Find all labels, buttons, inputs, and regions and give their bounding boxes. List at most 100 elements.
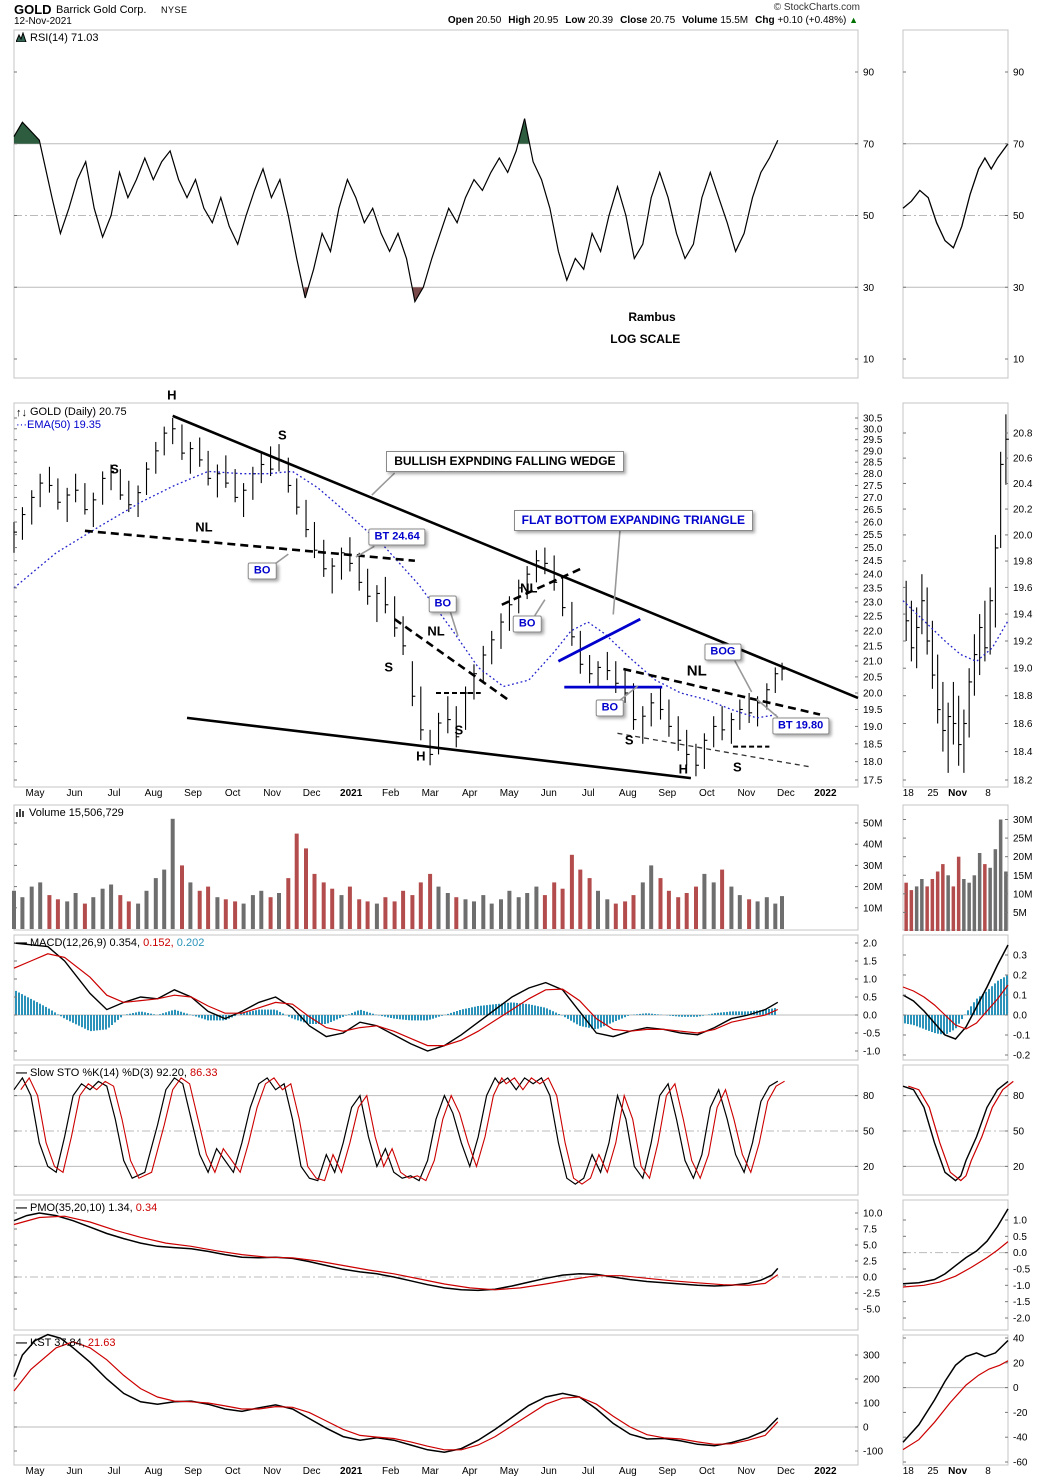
axis-tick-label: 23.0 [863, 597, 883, 608]
axis-tick-label: 18.5 [863, 739, 883, 750]
macd-value-3: 0.202 [176, 937, 205, 949]
axis-tick-label: 50 [1013, 211, 1025, 222]
axis-tick-label: 30.0 [863, 424, 883, 435]
volume-value: 15.5M [720, 15, 749, 26]
line-icon: — [16, 1202, 27, 1214]
exchange: NYSE [161, 5, 188, 15]
macd-panel-label: — MACD(12,26,9) 0.354, 0.152, 0.202 [16, 937, 204, 949]
axis-tick-label: 19.8 [1013, 557, 1033, 568]
pmo-panel-label: — PMO(35,20,10) 1.34, 0.34 [16, 1202, 157, 1214]
pmo-value-1: PMO(35,20,10) 1.34, [30, 1202, 133, 1214]
axis-tick-label: 30 [863, 283, 875, 294]
axis-tick-label: 18.0 [863, 757, 883, 768]
axis-tick-label: 22.0 [863, 626, 883, 637]
close-value: 20.75 [650, 15, 676, 26]
rsi-label-text: RSI(14) 71.03 [30, 32, 99, 44]
sto-panel-label: — Slow STO %K(14) %D(3) 92.20, 86.33 [16, 1067, 218, 1079]
axis-tick-label: 0.3 [1013, 951, 1027, 962]
axis-tick-label: 0 [1013, 1383, 1019, 1394]
axis-tick-label: 20.5 [863, 672, 883, 683]
axis-tick-label: 0.0 [1013, 1011, 1027, 1022]
axis-tick-label: 10 [1013, 355, 1025, 366]
axis-tick-label: 50 [863, 211, 875, 222]
axis-tick-label: 70 [863, 139, 875, 150]
axis-tick-label: -1.0 [863, 1047, 881, 1058]
axis-tick-label: -2.0 [1013, 1314, 1031, 1325]
panel-kst-main: 300 200 100 0 -100 [13, 1333, 883, 1466]
dots-icon: ··· [16, 419, 27, 431]
kst-value-2: 21.63 [87, 1337, 116, 1349]
axis-tick-label: 23.5 [863, 583, 883, 594]
volume-panel-label: Volume 15,506,729 [16, 807, 124, 820]
pmo-value-2: 0.34 [135, 1202, 158, 1214]
axis-tick-label: 27.5 [863, 481, 883, 492]
axis-tick-label: 20 [1013, 1358, 1025, 1369]
axis-tick-label: 18.6 [1013, 719, 1033, 730]
axis-tick-label: 20.8 [1013, 429, 1033, 440]
axis-tick-label: 0.1 [1013, 991, 1027, 1002]
axis-tick-label: 50M [863, 819, 882, 830]
axis-tick-label: -2.5 [863, 1289, 881, 1300]
axis-tick-label: -1.0 [1013, 1281, 1031, 1292]
axis-tick-label: 0.2 [1013, 971, 1027, 982]
panel-rsi-main: 90 70 50 30 10 [13, 29, 875, 379]
low-label: Low [565, 15, 586, 26]
axis-tick-label: 1.0 [1013, 1216, 1027, 1227]
panel-sto-main: 80 50 20 [13, 1064, 875, 1196]
chg-label: Chg [755, 15, 775, 26]
axis-tick-label: 20.0 [1013, 530, 1033, 541]
axis-tick-label: 0.0 [1013, 1248, 1027, 1259]
axis-tick-label: -0.5 [1013, 1265, 1031, 1276]
axis-tick-label: -100 [863, 1447, 883, 1458]
line-icon: — [16, 1337, 27, 1349]
axis-tick-label: 40 [1013, 1334, 1025, 1345]
axis-tick-label: 1.5 [863, 957, 877, 968]
axis-tick-label: 7.5 [863, 1225, 877, 1236]
axis-tick-label: 19.2 [1013, 637, 1033, 648]
axis-tick-label: 20.2 [1013, 505, 1033, 516]
axis-tick-label: 90 [1013, 68, 1025, 79]
axis-tick-label: 10M [863, 903, 882, 914]
axis-tick-label: 100 [863, 1399, 880, 1410]
panel-sto-mini: 80 50 20 [902, 1064, 1025, 1196]
axis-tick-label: 19.6 [1013, 583, 1033, 594]
axis-tick-label: 70 [1013, 139, 1025, 150]
volume-label-text: Volume 15,506,729 [29, 807, 124, 819]
axis-tick-label: 90 [863, 68, 875, 79]
axis-tick-label: -1.5 [1013, 1297, 1031, 1308]
ema-label: ···EMA(50) 19.35 [16, 419, 101, 431]
axis-tick-label: 20M [1013, 852, 1032, 863]
low-value: 20.39 [588, 15, 614, 26]
axis-tick-label: -60 [1013, 1458, 1028, 1469]
symbol: GOLD [14, 2, 52, 17]
axis-tick-label: -40 [1013, 1433, 1028, 1444]
axis-tick-label: 20.0 [863, 689, 883, 700]
macd-value-2: 0.152, [143, 937, 174, 949]
axis-tick-label: 50 [1013, 1127, 1025, 1138]
axis-tick-label: 22.5 [863, 612, 883, 623]
axis-tick-label: 50 [863, 1127, 875, 1138]
axis-tick-label: 300 [863, 1351, 880, 1362]
macd-value-1: MACD(12,26,9) 0.354, [30, 937, 141, 949]
axis-tick-label: 0.0 [863, 1273, 877, 1284]
rsi-panel-label: RSI(14) 71.03 [15, 31, 99, 45]
close-label: Close [620, 15, 648, 26]
line-icon: — [16, 1067, 27, 1079]
axis-tick-label: 20.4 [1013, 479, 1033, 490]
panel-macd-mini: 0.3 0.2 0.1 0.0 -0.1 -0.2 [902, 934, 1031, 1062]
panel-macd-main: 2.0 1.5 1.0 0.5 0.0 -0.5 -1.0 [13, 934, 881, 1061]
panel-rsi-mini: 90 70 50 30 10 [902, 29, 1025, 379]
axis-tick-label: 21.5 [863, 641, 883, 652]
axis-tick-label: -20 [1013, 1408, 1028, 1419]
axis-tick-label: 25.5 [863, 530, 883, 541]
axis-tick-label: 0.0 [863, 1011, 877, 1022]
open-label: Open [447, 15, 474, 26]
updown-arrows-icon: ↑↓ [16, 407, 27, 419]
quote-row: Open 20.50 High 20.95 Low 20.39 Close 20.75… [441, 15, 858, 26]
axis-tick-label: 10.0 [863, 1209, 883, 1220]
open-value: 20.50 [476, 15, 502, 26]
company-name: Barrick Gold Corp. [56, 4, 147, 16]
axis-tick-label: 19.0 [1013, 664, 1033, 675]
